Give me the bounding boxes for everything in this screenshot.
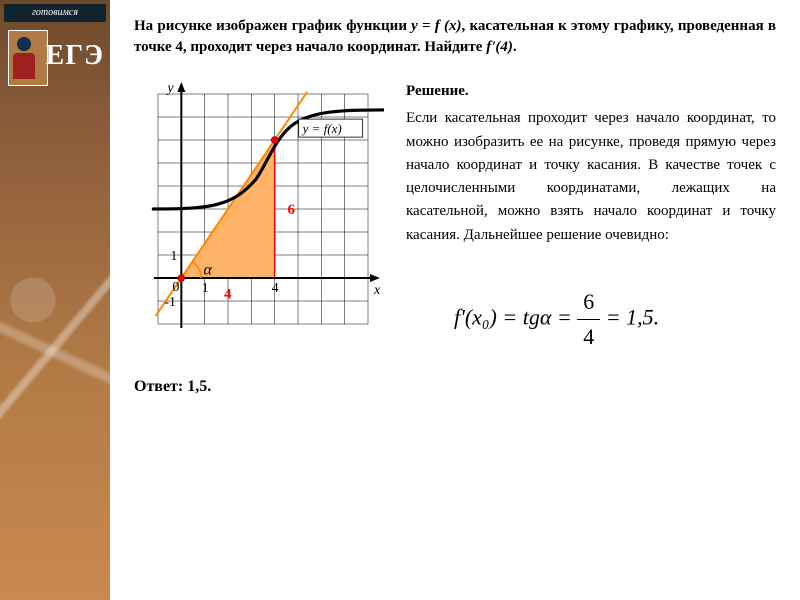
problem-statement: На рисунке изображен график функции y = …	[134, 16, 776, 58]
formula-rhs: = 1,5.	[606, 304, 659, 329]
svg-text:y = f(x): y = f(x)	[301, 121, 342, 136]
svg-text:y: y	[165, 81, 174, 96]
formula-lhs: f'(x₀) = tgα =	[454, 304, 572, 329]
sidebar-decoration	[0, 100, 110, 600]
solution-block: Решение. Если касательная проходит через…	[406, 80, 776, 396]
decorative-sidebar: готовимся ЕГЭ	[0, 0, 110, 600]
sidebar-banner: готовимся	[4, 4, 106, 22]
svg-text:α: α	[204, 262, 213, 279]
solution-heading: Решение.	[406, 80, 776, 103]
svg-text:6: 6	[288, 202, 296, 218]
answer-label: Ответ:	[134, 378, 183, 395]
fraction-numerator: 6	[577, 285, 600, 320]
exam-label: ЕГЭ	[46, 40, 104, 72]
function-graph: 0 1 1 -1 4 x y y = f(x) 4 6 α	[134, 80, 384, 360]
svg-text:-1: -1	[164, 295, 176, 310]
svg-text:1: 1	[170, 249, 177, 264]
chart-container: 0 1 1 -1 4 x y y = f(x) 4 6 α Ответ: 1,5.	[134, 80, 384, 396]
formula-fraction: 6 4	[577, 285, 600, 354]
answer-line: Ответ: 1,5.	[134, 378, 384, 396]
sidebar-figure-icon	[8, 30, 48, 86]
svg-text:0: 0	[172, 280, 179, 295]
solution-formula: f'(x₀) = tgα = 6 4 = 1,5.	[406, 285, 776, 354]
svg-text:4: 4	[272, 281, 279, 296]
svg-text:1: 1	[202, 281, 209, 296]
svg-text:4: 4	[224, 287, 232, 303]
svg-text:x: x	[373, 283, 381, 298]
slide-content: На рисунке изображен график функции y = …	[110, 0, 800, 600]
fraction-denominator: 4	[577, 320, 600, 354]
solution-body: Если касательная проходит через начало к…	[406, 107, 776, 247]
answer-value: 1,5.	[187, 378, 211, 395]
